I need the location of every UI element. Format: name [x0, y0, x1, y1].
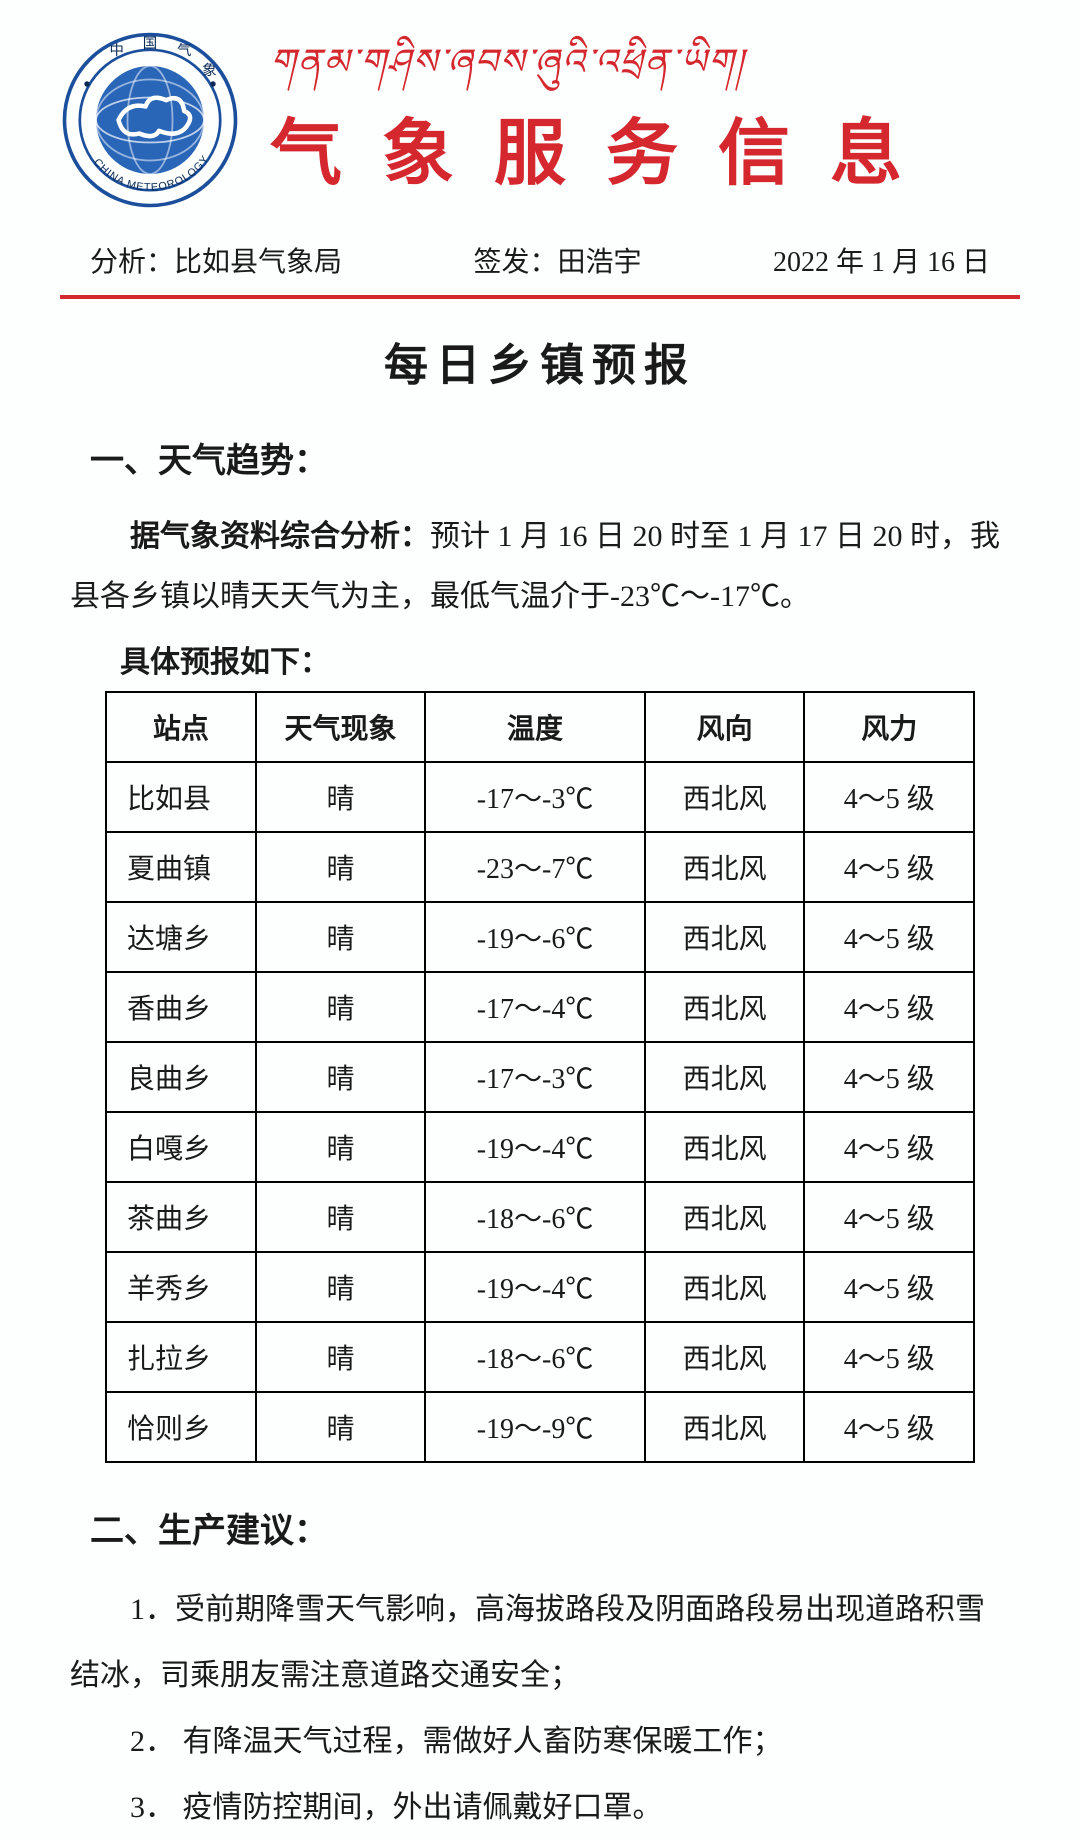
table-row: 茶曲乡晴-18～-6℃西北风4～5 级 [106, 1182, 974, 1252]
table-row: 白嘎乡晴-19～-4℃西北风4～5 级 [106, 1112, 974, 1182]
meta-row: 分析：比如县气象局 签发：田浩宇 2022 年 1 月 16 日 [60, 230, 1020, 290]
trend-lead: 据气象资料综合分析： [130, 520, 430, 553]
cell-wind-force: 4～5 级 [804, 832, 974, 902]
cell-weather: 晴 [256, 1322, 426, 1392]
section-1-heading: 一、天气趋势： [90, 433, 1020, 482]
cell-temperature: -17～-3℃ [425, 762, 645, 832]
cell-temperature: -23～-7℃ [425, 832, 645, 902]
cell-wind-force: 4～5 级 [804, 1392, 974, 1462]
cell-weather: 晴 [256, 972, 426, 1042]
red-divider [60, 295, 1020, 299]
svg-text:中: 中 [110, 42, 124, 59]
cell-temperature: -19～-4℃ [425, 1112, 645, 1182]
cell-wind-dir: 西北风 [645, 1252, 805, 1322]
col-weather: 天气现象 [256, 692, 426, 762]
col-wind-dir: 风向 [645, 692, 805, 762]
cell-weather: 晴 [256, 1182, 426, 1252]
cell-wind-force: 4～5 级 [804, 762, 974, 832]
table-row: 恰则乡晴-19～-9℃西北风4～5 级 [106, 1392, 974, 1462]
cell-wind-dir: 西北风 [645, 972, 805, 1042]
cell-weather: 晴 [256, 1252, 426, 1322]
cell-station: 达塘乡 [106, 902, 256, 972]
cma-logo: 中 国 气 象 CHINA METEOROLOGY [60, 30, 240, 210]
cell-wind-dir: 西北风 [645, 1392, 805, 1462]
cell-wind-dir: 西北风 [645, 832, 805, 902]
cell-wind-force: 4～5 级 [804, 1042, 974, 1112]
cell-station: 茶曲乡 [106, 1182, 256, 1252]
trend-paragraph: 据气象资料综合分析：预计 1 月 16 日 20 时至 1 月 17 日 20 … [70, 507, 1010, 627]
cell-station: 羊秀乡 [106, 1252, 256, 1322]
advice-item: 3． 疫情防控期间，外出请佩戴好口罩。 [70, 1775, 1010, 1841]
cell-station: 恰则乡 [106, 1392, 256, 1462]
cell-weather: 晴 [256, 1042, 426, 1112]
table-row: 比如县晴-17～-3℃西北风4～5 级 [106, 762, 974, 832]
col-wind-force: 风力 [804, 692, 974, 762]
table-row: 扎拉乡晴-18～-6℃西北风4～5 级 [106, 1322, 974, 1392]
signer-value: 田浩宇 [558, 247, 642, 278]
cell-wind-dir: 西北风 [645, 1042, 805, 1112]
cell-weather: 晴 [256, 902, 426, 972]
advice-list: 1．受前期降雪天气影响，高海拔路段及阴面路段易出现道路积雪结冰，司乘朋友需注意道… [60, 1577, 1020, 1841]
cell-wind-force: 4～5 级 [804, 1112, 974, 1182]
document-header: 中 国 气 象 CHINA METEOROLOGY གནམ་གཤིས་ཞབས་ཞ… [60, 30, 1020, 210]
cell-wind-dir: 西北风 [645, 1322, 805, 1392]
cell-station: 扎拉乡 [106, 1322, 256, 1392]
cell-station: 比如县 [106, 762, 256, 832]
cell-weather: 晴 [256, 832, 426, 902]
forecast-subline: 具体预报如下： [120, 637, 1020, 681]
forecast-table: 站点 天气现象 温度 风向 风力 比如县晴-17～-3℃西北风4～5 级夏曲镇晴… [105, 691, 975, 1463]
cell-temperature: -19～-9℃ [425, 1392, 645, 1462]
cell-wind-force: 4～5 级 [804, 1322, 974, 1392]
title-block: གནམ་གཤིས་ཞབས་ཞུའི་འཕྲིན་ཡིག། 气象服务信息 [270, 41, 1020, 199]
signer-label: 签发： [473, 247, 557, 278]
cell-temperature: -18～-6℃ [425, 1322, 645, 1392]
cell-weather: 晴 [256, 1112, 426, 1182]
cell-station: 香曲乡 [106, 972, 256, 1042]
cell-temperature: -18～-6℃ [425, 1182, 645, 1252]
issue-date: 2022 年 1 月 16 日 [773, 240, 990, 280]
analysis-field: 分析：比如县气象局 [90, 240, 342, 280]
document-title: 每日乡镇预报 [60, 329, 1020, 393]
cell-weather: 晴 [256, 762, 426, 832]
cell-wind-force: 4～5 级 [804, 972, 974, 1042]
cell-station: 良曲乡 [106, 1042, 256, 1112]
cell-station: 夏曲镇 [106, 832, 256, 902]
table-header-row: 站点 天气现象 温度 风向 风力 [106, 692, 974, 762]
cell-station: 白嘎乡 [106, 1112, 256, 1182]
svg-text:国: 国 [143, 36, 157, 52]
tibetan-title: གནམ་གཤིས་ཞབས་ཞུའི་འཕྲིན་ཡིག། [270, 41, 1020, 84]
cell-wind-dir: 西北风 [645, 762, 805, 832]
cell-temperature: -19～-6℃ [425, 902, 645, 972]
advice-item: 1．受前期降雪天气影响，高海拔路段及阴面路段易出现道路积雪结冰，司乘朋友需注意道… [70, 1577, 1010, 1709]
col-temperature: 温度 [425, 692, 645, 762]
table-row: 羊秀乡晴-19～-4℃西北风4～5 级 [106, 1252, 974, 1322]
svg-text:象: 象 [202, 62, 216, 79]
cell-wind-force: 4～5 级 [804, 902, 974, 972]
cell-wind-force: 4～5 级 [804, 1252, 974, 1322]
table-row: 夏曲镇晴-23～-7℃西北风4～5 级 [106, 832, 974, 902]
cell-wind-force: 4～5 级 [804, 1182, 974, 1252]
cell-wind-dir: 西北风 [645, 1112, 805, 1182]
cell-temperature: -17～-3℃ [425, 1042, 645, 1112]
svg-text:气: 气 [177, 42, 191, 59]
cell-temperature: -19～-4℃ [425, 1252, 645, 1322]
section-2-heading: 二、生产建议： [90, 1503, 1020, 1552]
analysis-value: 比如县气象局 [174, 247, 342, 278]
table-row: 良曲乡晴-17～-3℃西北风4～5 级 [106, 1042, 974, 1112]
cell-weather: 晴 [256, 1392, 426, 1462]
main-title: 气象服务信息 [270, 94, 1020, 199]
cell-wind-dir: 西北风 [645, 902, 805, 972]
col-station: 站点 [106, 692, 256, 762]
cell-temperature: -17～-4℃ [425, 972, 645, 1042]
cell-wind-dir: 西北风 [645, 1182, 805, 1252]
table-row: 香曲乡晴-17～-4℃西北风4～5 级 [106, 972, 974, 1042]
advice-item: 2． 有降温天气过程，需做好人畜防寒保暖工作； [70, 1709, 1010, 1775]
table-row: 达塘乡晴-19～-6℃西北风4～5 级 [106, 902, 974, 972]
signer-field: 签发：田浩宇 [473, 240, 641, 280]
analysis-label: 分析： [90, 247, 174, 278]
